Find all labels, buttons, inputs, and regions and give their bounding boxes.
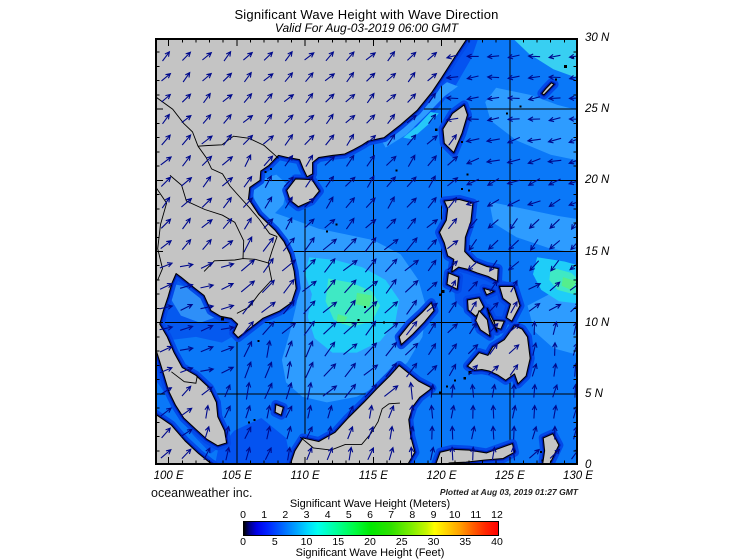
meter-tick-1: 1 xyxy=(261,509,268,521)
land-cebu xyxy=(486,307,498,332)
land-natuna xyxy=(274,403,284,416)
lon-label-125: 125 E xyxy=(494,470,525,482)
wave-direction-arrows xyxy=(159,50,578,461)
border-china-myanmar xyxy=(155,96,199,147)
feet-tick-5: 5 xyxy=(271,536,278,548)
lon-label-100: 100 E xyxy=(153,470,184,482)
land-taiwan xyxy=(442,104,469,154)
border-myanmar-thailand xyxy=(155,185,168,281)
lat-label-15: 15 N xyxy=(585,245,610,258)
lon-label-120: 120 E xyxy=(426,470,457,482)
lon-label-130: 130 E xyxy=(562,470,594,482)
meter-tick-10: 10 xyxy=(448,509,461,521)
meter-tick-5: 5 xyxy=(345,509,352,521)
land-okinawa xyxy=(541,82,555,96)
meter-tick-6: 6 xyxy=(367,509,373,521)
border-laos-thailand xyxy=(169,175,245,259)
feet-tick-20: 20 xyxy=(364,536,376,548)
lat-label-5: 5 N xyxy=(585,387,603,400)
lon-label-115: 115 E xyxy=(358,470,388,482)
wave-map xyxy=(155,38,578,465)
lat-label-25: 25 N xyxy=(585,103,610,116)
credit-text: oceanweather inc. xyxy=(151,486,253,500)
meter-tick-11: 11 xyxy=(470,509,482,521)
feet-tick-30: 30 xyxy=(427,536,440,548)
land-borneo xyxy=(289,364,433,465)
lon-label-105: 105 E xyxy=(221,470,252,482)
border-vietnam-laos xyxy=(197,145,278,238)
land-asia-mainland xyxy=(155,38,469,447)
meter-tick-9: 9 xyxy=(430,509,437,521)
lon-label-110: 110 E xyxy=(290,470,320,482)
chart-valid-time: Valid For Aug-03-2019 06:00 GMT xyxy=(274,21,459,35)
chart-title: Significant Wave Height with Wave Direct… xyxy=(234,7,499,22)
feet-tick-15: 15 xyxy=(332,536,345,548)
border-cambodia-vietnam xyxy=(236,262,273,314)
feet-tick-0: 0 xyxy=(240,536,246,548)
plotted-timestamp: Plotted at Aug 03, 2019 01:27 GMT xyxy=(439,487,578,497)
feet-tick-35: 35 xyxy=(459,536,472,548)
border-china-vietnam xyxy=(197,135,279,159)
meter-tick-2: 2 xyxy=(282,509,289,521)
border-malaysia-thailand xyxy=(171,371,198,384)
meter-tick-4: 4 xyxy=(324,509,331,521)
meter-tick-7: 7 xyxy=(388,509,395,521)
feet-tick-25: 25 xyxy=(395,536,408,548)
lat-label-20: 20 N xyxy=(585,174,610,187)
land-masbate xyxy=(483,287,495,296)
feet-tick-40: 40 xyxy=(491,536,503,548)
land-samar-leyte xyxy=(498,285,521,322)
land-negros xyxy=(475,310,491,337)
lat-label-0: 0 xyxy=(585,459,592,471)
meter-tick-0: 0 xyxy=(240,509,246,521)
meter-tick-12: 12 xyxy=(491,509,503,521)
border-malaysia-indonesia xyxy=(300,402,400,451)
colorbar xyxy=(243,521,499,536)
border-laos-vietnam-south xyxy=(267,236,278,264)
legend-title-meters: Significant Wave Height (Meters) xyxy=(289,498,451,510)
lat-label-30: 30 N xyxy=(585,32,610,44)
land-halmahera xyxy=(541,433,560,465)
legend-title-feet: Significant Wave Height (Feet) xyxy=(295,547,445,559)
feet-tick-10: 10 xyxy=(300,536,313,548)
meter-tick-3: 3 xyxy=(303,509,310,521)
meter-tick-8: 8 xyxy=(409,509,416,521)
lat-label-10: 10 N xyxy=(585,316,610,329)
